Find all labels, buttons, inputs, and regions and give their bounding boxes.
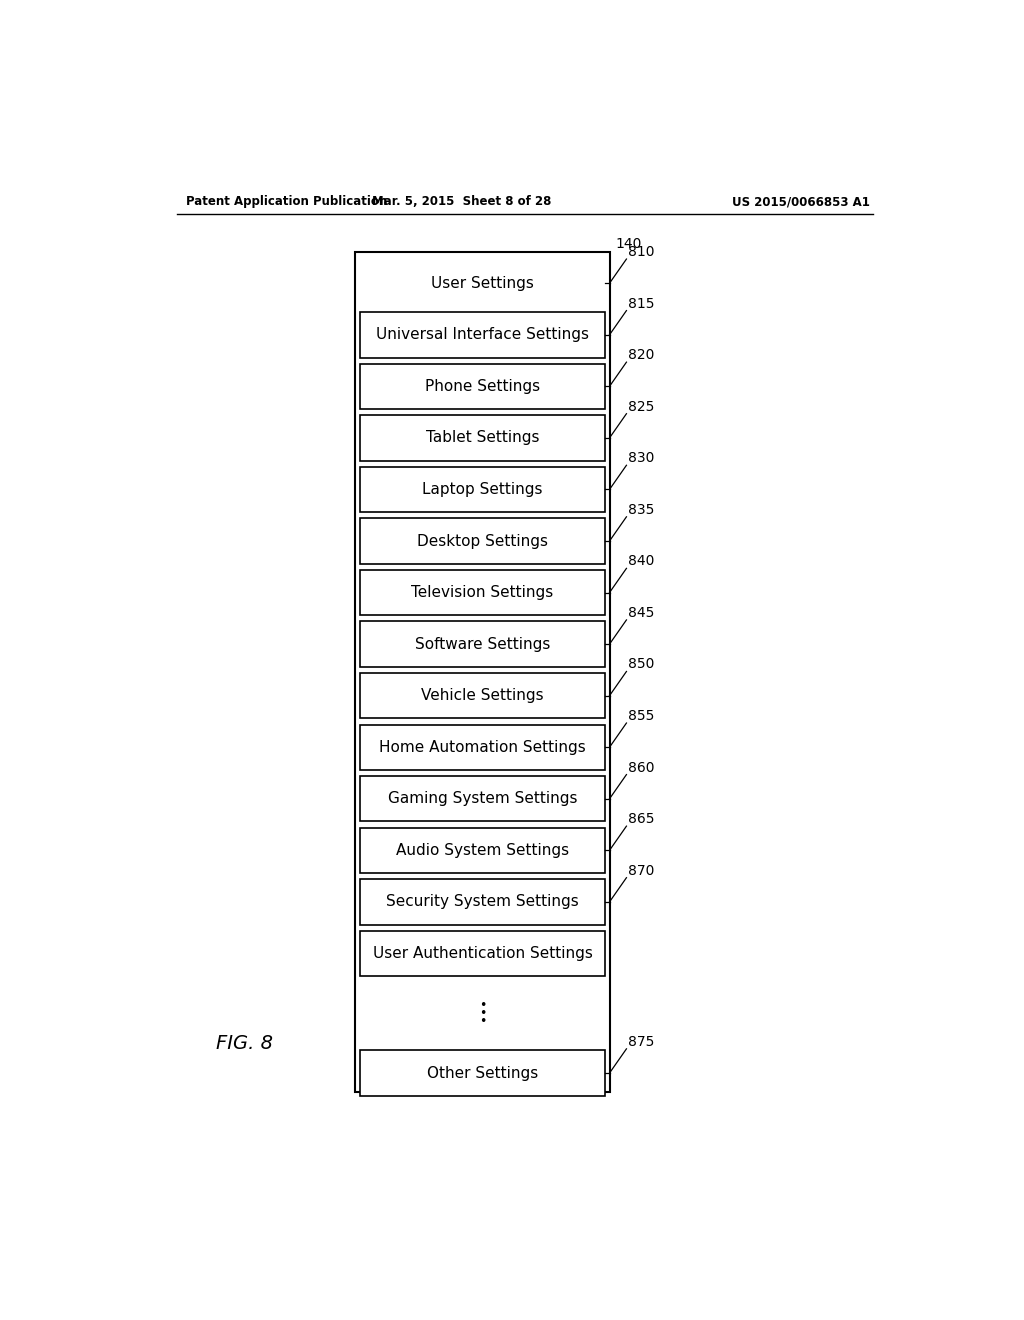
Bar [360,570,605,615]
Text: 835: 835 [628,503,654,517]
Bar [360,776,605,821]
Text: Television Settings: Television Settings [412,585,554,601]
Text: Security System Settings: Security System Settings [386,895,579,909]
Text: Desktop Settings: Desktop Settings [417,533,548,549]
Text: Patent Application Publication: Patent Application Publication [186,195,387,209]
Text: 820: 820 [628,348,654,362]
Text: 810: 810 [628,246,654,259]
Bar [360,879,605,924]
Text: Phone Settings: Phone Settings [425,379,540,393]
Text: User Settings: User Settings [431,276,534,290]
Bar [360,1051,605,1096]
Text: •: • [479,1007,486,1020]
Text: 825: 825 [628,400,654,413]
Text: 840: 840 [628,554,654,569]
Text: Mar. 5, 2015  Sheet 8 of 28: Mar. 5, 2015 Sheet 8 of 28 [372,195,551,209]
Text: US 2015/0066853 A1: US 2015/0066853 A1 [732,195,869,209]
Text: •: • [479,999,486,1012]
Bar [360,622,605,667]
Bar [360,931,605,977]
Bar [360,467,605,512]
Text: User Authentication Settings: User Authentication Settings [373,946,593,961]
Bar [360,673,605,718]
Bar [360,364,605,409]
Text: Software Settings: Software Settings [415,636,550,652]
Text: 845: 845 [628,606,654,620]
Bar [360,312,605,358]
Bar [360,828,605,873]
Text: 855: 855 [628,709,654,723]
Text: 865: 865 [628,812,654,826]
Bar [360,416,605,461]
Text: 875: 875 [628,1035,654,1049]
Text: Laptop Settings: Laptop Settings [422,482,543,498]
Text: 140: 140 [615,236,642,251]
Text: Vehicle Settings: Vehicle Settings [421,688,544,704]
Text: Home Automation Settings: Home Automation Settings [379,739,586,755]
Text: Audio System Settings: Audio System Settings [396,843,569,858]
Text: FIG. 8: FIG. 8 [216,1035,273,1053]
Bar [355,252,609,1092]
Text: 860: 860 [628,760,654,775]
Bar [360,519,605,564]
Text: Tablet Settings: Tablet Settings [426,430,540,445]
Text: •: • [479,1015,486,1027]
Text: 830: 830 [628,451,654,465]
Text: 850: 850 [628,657,654,672]
Text: Universal Interface Settings: Universal Interface Settings [376,327,589,342]
Text: Other Settings: Other Settings [427,1065,538,1081]
Text: 870: 870 [628,863,654,878]
Bar [360,725,605,770]
Text: Gaming System Settings: Gaming System Settings [388,791,578,807]
Text: 815: 815 [628,297,654,310]
